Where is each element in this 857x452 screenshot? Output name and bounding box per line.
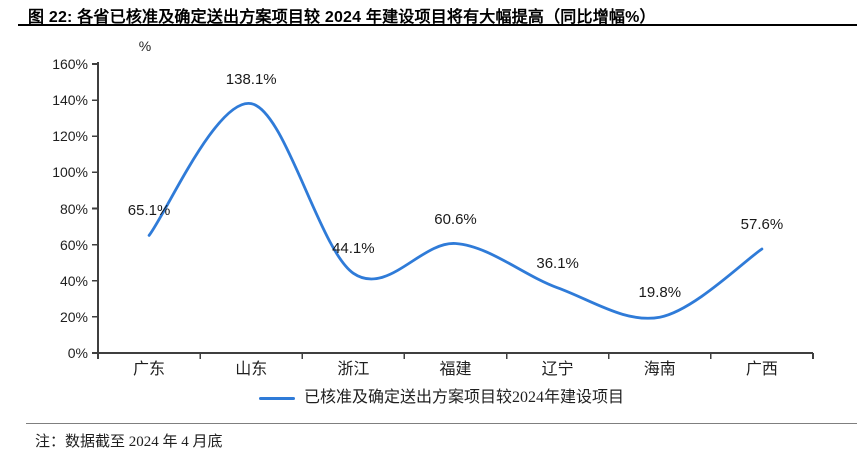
title-divider [18, 24, 857, 26]
figure-note: 注：数据截至 2024 年 4 月底 [35, 434, 223, 450]
figure-title: 图 22: 各省已核准及确定送出方案项目较 2024 年建设项目将有大幅提高（同… [28, 9, 656, 26]
series-line [147, 102, 764, 320]
footer-divider [26, 423, 857, 424]
legend-label: 已核准及确定送出方案项目较2024年建设项目 [304, 389, 625, 406]
legend-line-marker [259, 396, 295, 400]
chart-legend: 已核准及确定送出方案项目较2024年建设项目 [259, 389, 624, 407]
y-axis-unit-label: % [138, 38, 152, 54]
